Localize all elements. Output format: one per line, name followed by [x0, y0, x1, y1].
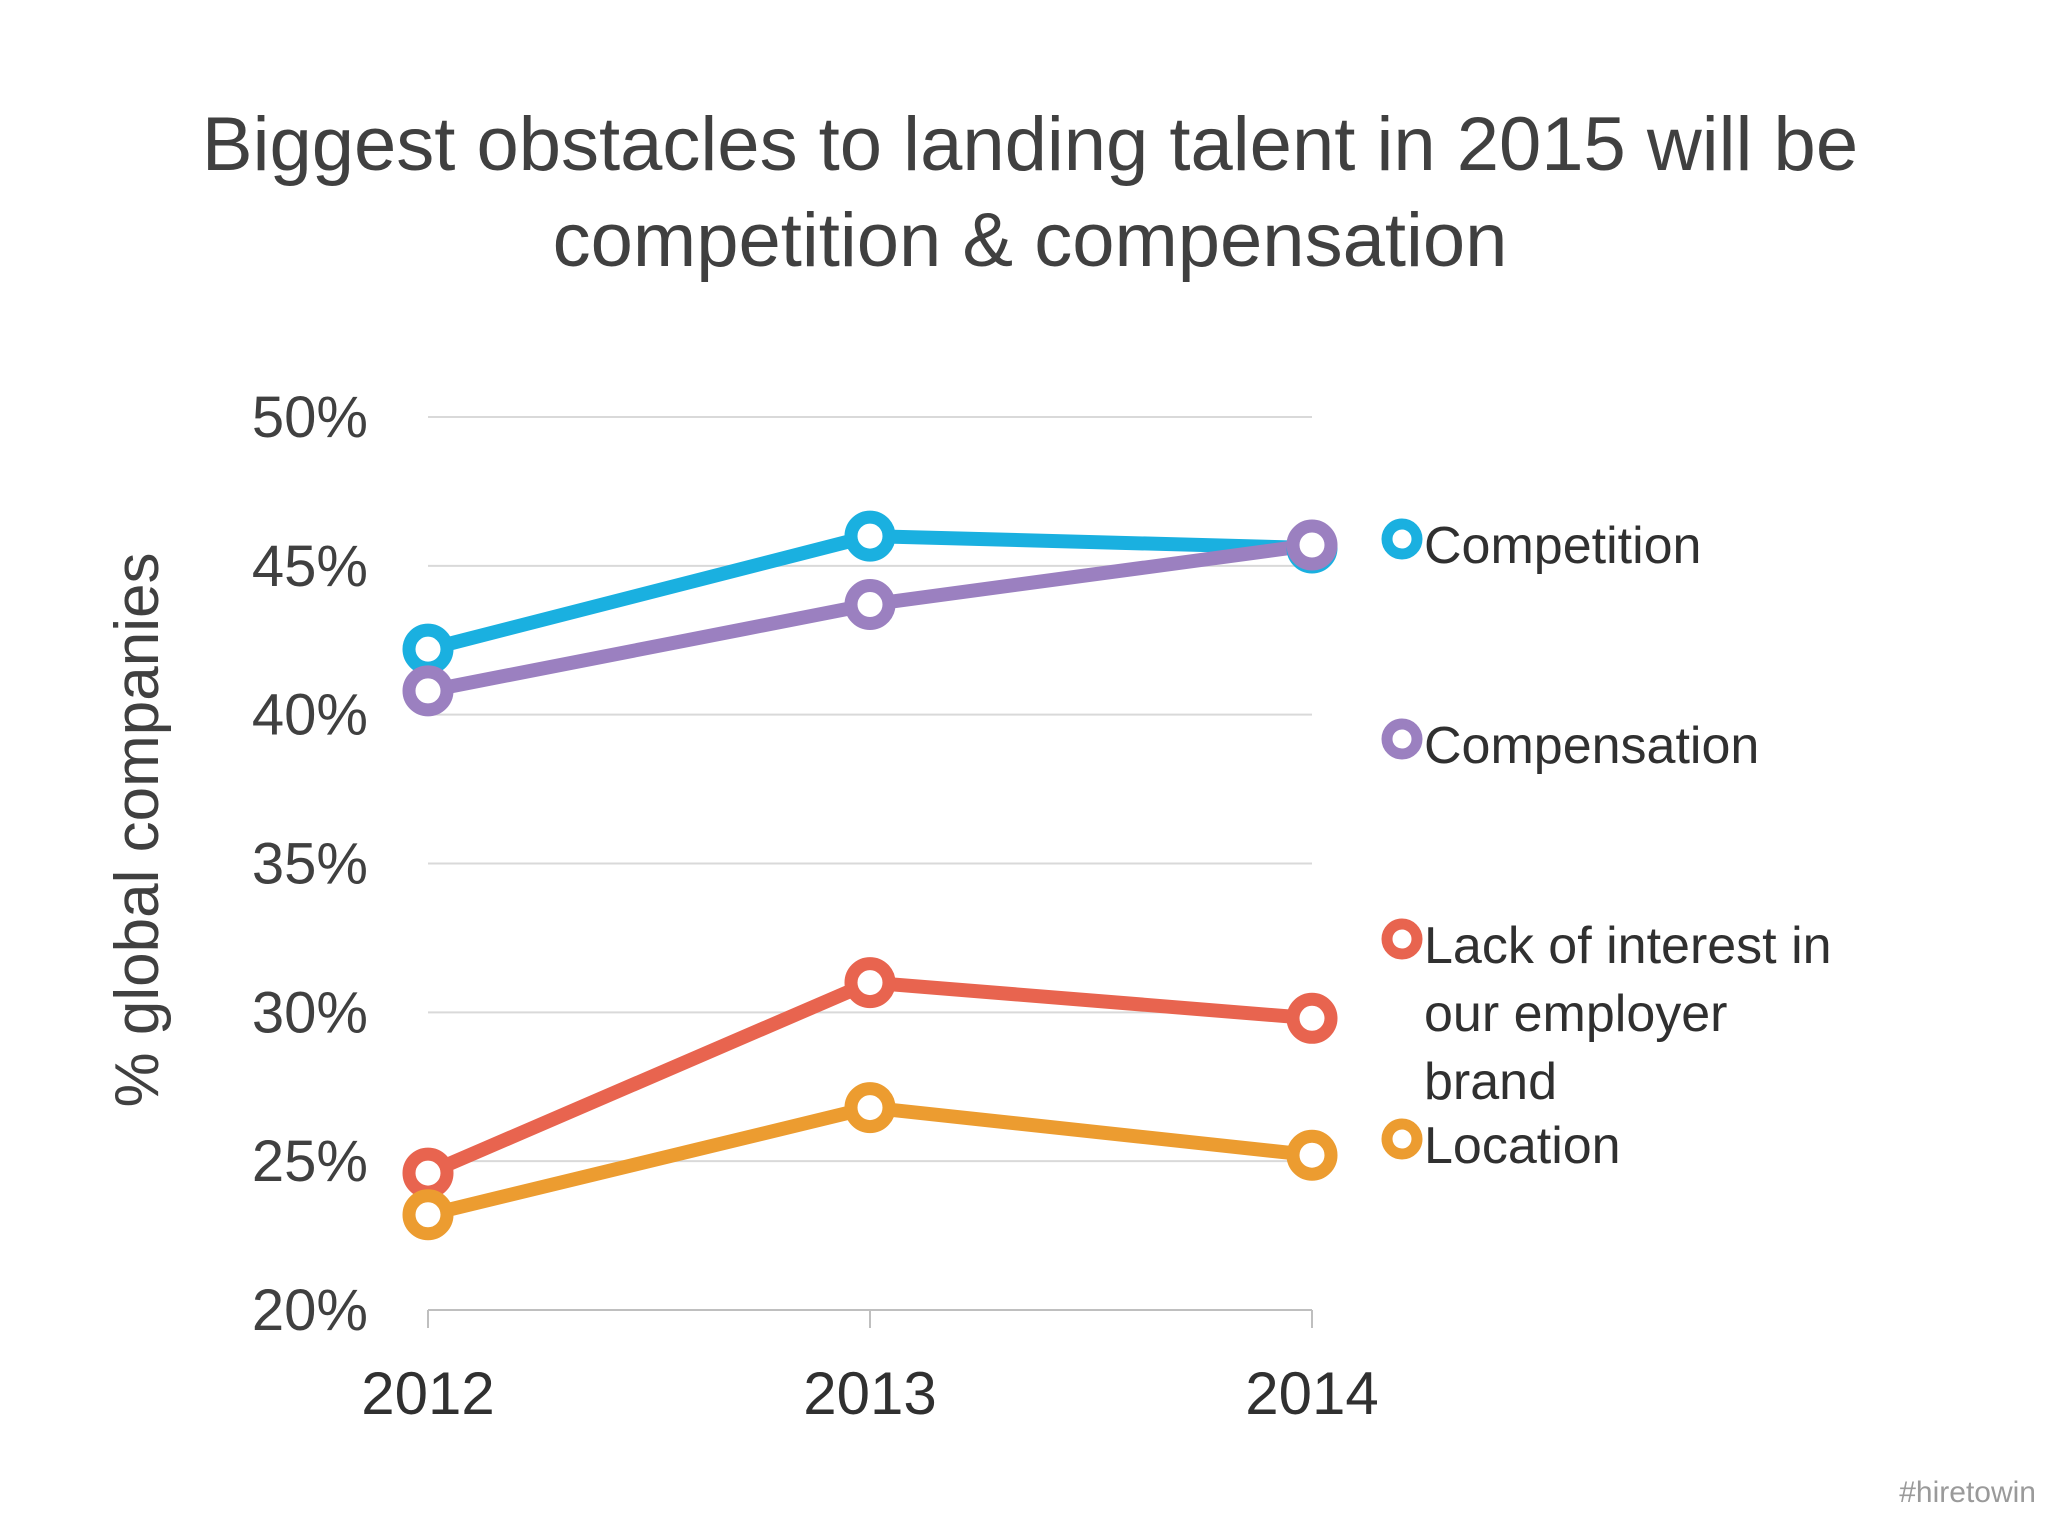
- data-point: [402, 1189, 454, 1241]
- watermark-text: #hiretowin: [1899, 1476, 2036, 1509]
- chart-title-line-2: competition & compensation: [553, 198, 1508, 283]
- chart-title-line-1: Biggest obstacles to landing talent in 2…: [202, 102, 1858, 187]
- data-point: [844, 510, 896, 562]
- y-tick-label: 30%: [252, 980, 368, 1045]
- legend-marker: [1381, 918, 1423, 960]
- data-point: [844, 579, 896, 631]
- y-tick-label: 40%: [252, 683, 368, 748]
- legend-label: Location: [1424, 1117, 1621, 1175]
- gridlines: [428, 416, 1312, 1163]
- y-tick-label: 50%: [252, 385, 368, 450]
- legend-label: our employer: [1424, 985, 1727, 1043]
- x-tick-label: 2014: [1245, 1360, 1378, 1427]
- legend-label: Compensation: [1424, 717, 1759, 775]
- y-tick-label: 35%: [252, 832, 368, 897]
- y-tick-label: 25%: [252, 1129, 368, 1194]
- data-point: [402, 623, 454, 675]
- legend-label: Competition: [1424, 517, 1701, 575]
- data-point: [844, 957, 896, 1009]
- data-point: [402, 1147, 454, 1199]
- x-axis: 2012 2013 2014: [361, 1309, 1379, 1427]
- y-axis-ticks: 20% 25% 30% 35% 40% 45% 50%: [252, 385, 368, 1343]
- series-lines: [402, 510, 1338, 1241]
- legend-label: Lack of interest in: [1424, 917, 1832, 975]
- data-point: [844, 1082, 896, 1134]
- data-point: [402, 665, 454, 717]
- y-tick-label: 45%: [252, 534, 368, 599]
- chart-title: Biggest obstacles to landing talent in 2…: [202, 102, 1858, 283]
- x-tick-label: 2013: [803, 1360, 936, 1427]
- legend-marker: [1381, 1118, 1423, 1160]
- x-tick-label: 2012: [361, 1360, 494, 1427]
- legend-label: brand: [1424, 1053, 1557, 1111]
- legend-marker: [1381, 718, 1423, 760]
- legend: Competition Compensation Lack of interest …: [1381, 517, 1832, 1175]
- legend-marker: [1381, 518, 1423, 560]
- y-tick-label: 20%: [252, 1278, 368, 1343]
- data-point: [1286, 1129, 1338, 1181]
- y-axis-label: % global companies: [103, 553, 172, 1108]
- data-point: [1286, 519, 1338, 571]
- data-point: [1286, 992, 1338, 1044]
